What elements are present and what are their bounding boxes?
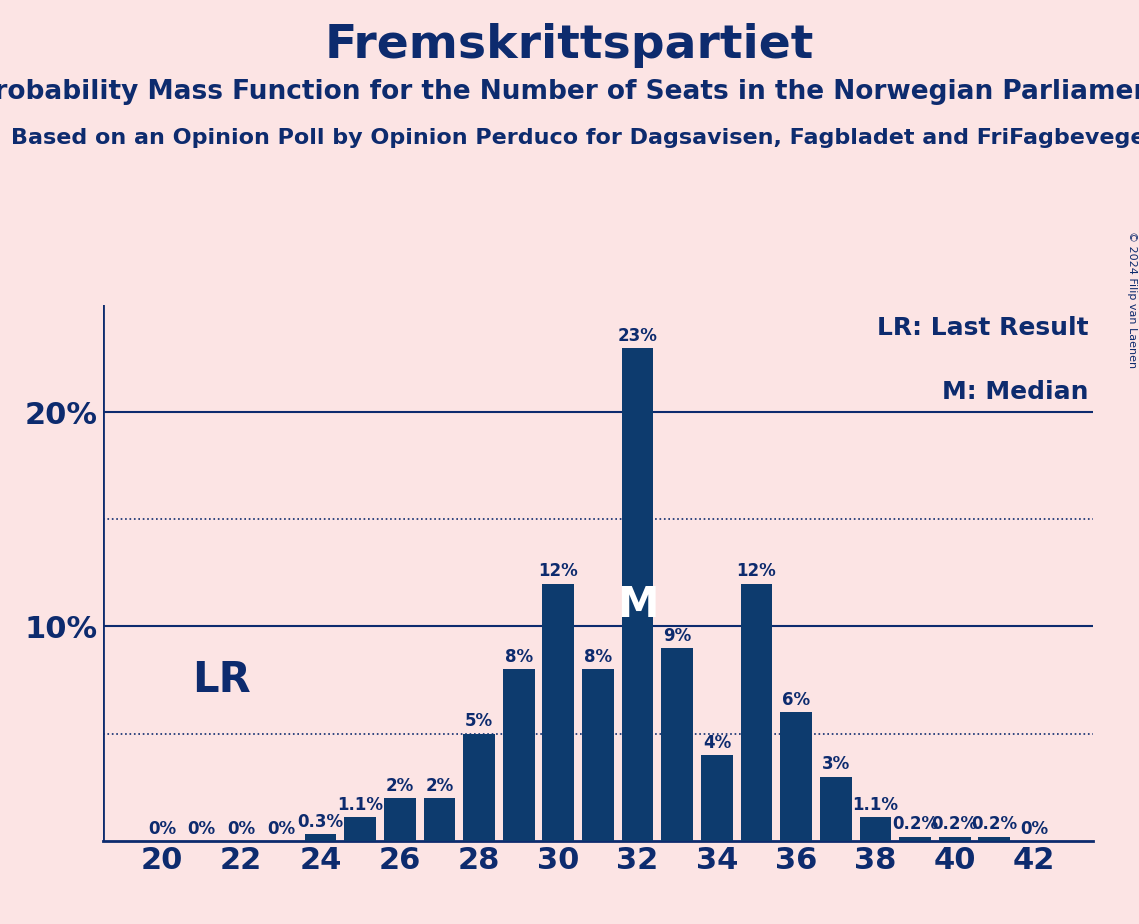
Text: 23%: 23%	[617, 326, 657, 345]
Text: 0.2%: 0.2%	[932, 815, 977, 833]
Text: 6%: 6%	[782, 691, 810, 709]
Bar	[502, 669, 534, 841]
Bar	[700, 755, 732, 841]
Bar	[424, 798, 456, 841]
Bar	[542, 584, 574, 841]
Text: Fremskrittspartiet: Fremskrittspartiet	[325, 23, 814, 68]
Text: M: M	[617, 584, 658, 626]
Text: Probability Mass Function for the Number of Seats in the Norwegian Parliament: Probability Mass Function for the Number…	[0, 79, 1139, 104]
Text: 12%: 12%	[737, 563, 777, 580]
Text: 8%: 8%	[505, 648, 533, 666]
Bar	[860, 817, 892, 841]
Text: 0%: 0%	[267, 820, 295, 838]
Bar	[780, 712, 812, 841]
Bar	[740, 584, 772, 841]
Text: 12%: 12%	[539, 563, 579, 580]
Text: 0.2%: 0.2%	[972, 815, 1017, 833]
Bar	[344, 817, 376, 841]
Text: 0%: 0%	[148, 820, 177, 838]
Bar	[622, 347, 654, 841]
Bar	[899, 836, 931, 841]
Text: LR: LR	[192, 659, 251, 701]
Bar	[662, 648, 694, 841]
Text: 1.1%: 1.1%	[337, 796, 383, 814]
Text: 0%: 0%	[188, 820, 215, 838]
Bar	[582, 669, 614, 841]
Text: LR: Last Result: LR: Last Result	[877, 316, 1089, 340]
Text: 4%: 4%	[703, 734, 731, 752]
Text: 3%: 3%	[821, 755, 850, 773]
Bar	[978, 836, 1010, 841]
Text: 8%: 8%	[584, 648, 612, 666]
Bar	[939, 836, 970, 841]
Text: 2%: 2%	[425, 777, 453, 795]
Bar	[820, 776, 852, 841]
Text: 9%: 9%	[663, 626, 691, 645]
Text: 0.2%: 0.2%	[892, 815, 939, 833]
Text: 5%: 5%	[465, 712, 493, 731]
Text: 2%: 2%	[386, 777, 413, 795]
Text: © 2024 Filip van Laenen: © 2024 Filip van Laenen	[1126, 231, 1137, 368]
Bar	[464, 734, 495, 841]
Bar	[384, 798, 416, 841]
Bar	[304, 834, 336, 841]
Text: M: Median: M: Median	[942, 380, 1089, 404]
Text: 0%: 0%	[227, 820, 255, 838]
Text: 1.1%: 1.1%	[852, 796, 899, 814]
Text: 0.3%: 0.3%	[297, 813, 344, 832]
Text: Based on an Opinion Poll by Opinion Perduco for Dagsavisen, Fagbladet and FriFag: Based on an Opinion Poll by Opinion Perd…	[11, 128, 1139, 148]
Text: 0%: 0%	[1019, 820, 1048, 838]
